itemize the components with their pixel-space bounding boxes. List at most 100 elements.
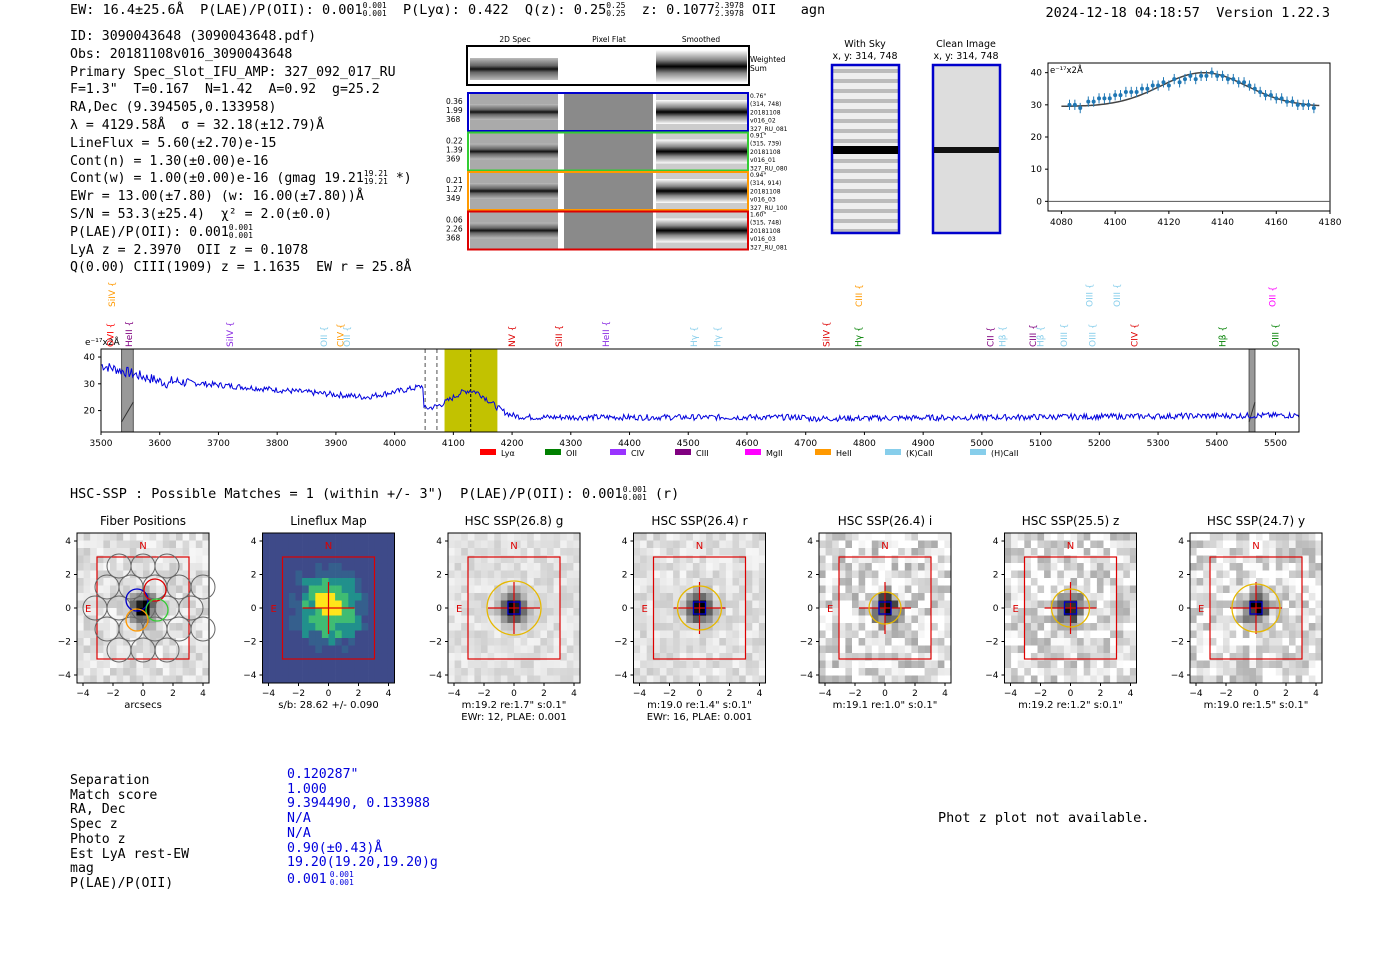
panel-xtick-label: 4: [200, 689, 206, 699]
panel-xtick-label: −2: [1219, 689, 1232, 699]
cutout-row-meta: 20181108: [750, 188, 781, 195]
zoom-point: [1225, 77, 1230, 82]
cutout-row-meta: v016_03: [750, 236, 776, 243]
emission-line-label: OIII {: [1272, 323, 1282, 347]
panel-xtick-label: −2: [663, 689, 676, 699]
zoom-point: [1258, 89, 1263, 94]
zoom-point: [1182, 77, 1187, 82]
emission-line-label: CIV {: [337, 323, 347, 347]
pixel-flat: [564, 173, 653, 209]
header-plae: P(LAE)/P(OII): 0.001: [200, 2, 363, 18]
zoom-point: [1290, 99, 1295, 104]
zoom-point: [1242, 80, 1247, 85]
panel-title: HSC SSP(26.8) g: [465, 514, 564, 528]
cutout-row-meta: (314, 748): [750, 101, 781, 108]
emission-line-label: CII {: [987, 327, 997, 347]
legend-swatch: [545, 449, 561, 455]
spectrum-xtick-label: 4200: [501, 439, 524, 449]
match-value: 0.001 0.001 0.001: [287, 869, 354, 887]
zoom-xtick-label: 4160: [1265, 218, 1288, 228]
legend-label: (K)CaII: [906, 449, 933, 458]
fiber-circle: [154, 637, 180, 663]
panel-title: HSC SSP(25.5) z: [1022, 514, 1120, 528]
zoom-ytick-label: 40: [1031, 69, 1043, 79]
zoom-point: [1274, 96, 1279, 101]
spectrum-xtick-label: 4700: [794, 439, 817, 449]
aperture-box: [467, 556, 561, 660]
cutout-row-frame: [467, 131, 749, 172]
panel-xtick-label: 0: [697, 689, 703, 699]
svg-text:Weighted: Weighted: [750, 55, 786, 64]
hsc-summary: HSC-SSP : Possible Matches = 1 (within +…: [70, 485, 680, 503]
panel-xtick-label: −4: [447, 689, 461, 699]
aperture-box: [1209, 556, 1303, 660]
cutout-row-stat: 349: [446, 194, 461, 203]
east-marker: E: [1013, 604, 1019, 615]
center-box: [507, 601, 521, 615]
panel-xtick-label: 4: [1313, 689, 1319, 699]
info-primary: Primary Spec_Slot_IFU_AMP: 327_092_017_R…: [70, 64, 396, 80]
zoom-point: [1166, 83, 1171, 88]
zoom-point: [1123, 89, 1128, 94]
zoom-point: [1311, 106, 1316, 111]
north-marker: N: [881, 541, 888, 552]
emission-line-label: CIII {: [1029, 324, 1039, 347]
panel-caption: s/b: 28.62 +/- 0.090: [278, 700, 378, 711]
panel-ytick-label: −4: [429, 671, 443, 681]
panel-xtick-label: 2: [541, 689, 547, 699]
panel-ytick-label: 2: [436, 571, 442, 581]
panel-ytick-label: 0: [65, 604, 71, 614]
info-lambda: λ = 4129.58Å σ = 32.18(±12.79)Å: [70, 117, 325, 133]
cutout-header-pixelflat: Pixel Flat: [592, 35, 626, 44]
spectrum-ytick-label: 30: [84, 380, 96, 390]
panel-xtick-label: −2: [1034, 689, 1047, 699]
panel-xtick-label: 0: [1068, 689, 1074, 699]
north-marker: N: [325, 541, 332, 552]
cutout-row-meta: 327_RU_081: [750, 126, 788, 133]
zoom-point: [1134, 89, 1139, 94]
spectrum-ytick-label: 40: [84, 353, 96, 363]
cutout-header-smoothed: Smoothed: [682, 35, 721, 44]
legend-swatch: [885, 449, 901, 455]
clean-coords: x, y: 314, 748: [933, 51, 998, 62]
match-label: RA, Dec: [70, 802, 126, 818]
cutout-row-meta: (315, 748): [750, 220, 781, 227]
legend-swatch: [745, 449, 761, 455]
timestamp: 2024-12-18 04:18:57: [1045, 5, 1200, 21]
cutout-row-meta: v016_03: [750, 197, 776, 204]
match-value: N/A: [287, 825, 311, 841]
panel-image: [633, 533, 766, 684]
panel-ytick-label: −2: [1171, 638, 1184, 648]
panel-ytick-label: −2: [614, 638, 627, 648]
panel-caption: m:19.2 re:1.2" s:0.1": [1018, 700, 1123, 711]
cutout-row-meta: 327_RU_080: [750, 165, 788, 172]
spectrum-xtick-label: 4400: [618, 439, 641, 449]
spectrum-xtick-label: 4900: [912, 439, 935, 449]
zoom-point: [1285, 99, 1290, 104]
match-label: Photo z: [70, 831, 126, 847]
emission-line-label: CIV {: [1131, 323, 1141, 347]
header-summary: EW: 16.4±25.6Å P(LAE)/P(OII): 0.0010.001…: [70, 1, 826, 19]
legend-label: HeII: [836, 449, 852, 458]
fiber-circle: [154, 553, 180, 579]
info-params: F=1.3" T=0.167 N=1.42 A=0.92 g=25.2: [70, 82, 380, 98]
panel-ytick-label: −2: [243, 638, 256, 648]
panel-ytick-label: −4: [800, 671, 814, 681]
legend-label: (H)CaII: [991, 449, 1018, 458]
cutout-row-stat: 1.27: [446, 185, 463, 194]
panel-ytick-label: −2: [800, 638, 813, 648]
emission-line-label: OIII {: [1085, 283, 1095, 307]
panel-caption: m:19.2 re:1.7" s:0.1": [462, 700, 567, 711]
zoom-point: [1113, 93, 1118, 98]
cutout-row-meta: 0.91": [750, 133, 766, 140]
emission-line-label: Hγ {: [714, 326, 724, 347]
cutout-row-stat: 2.26: [446, 225, 463, 234]
emission-line-label: Hβ {: [1037, 326, 1047, 347]
emission-line-label: SiIV {: [108, 281, 118, 307]
panel-xtick-label: 2: [1098, 689, 1104, 699]
panel-xtick-label: 2: [912, 689, 918, 699]
aperture-box: [96, 556, 190, 660]
